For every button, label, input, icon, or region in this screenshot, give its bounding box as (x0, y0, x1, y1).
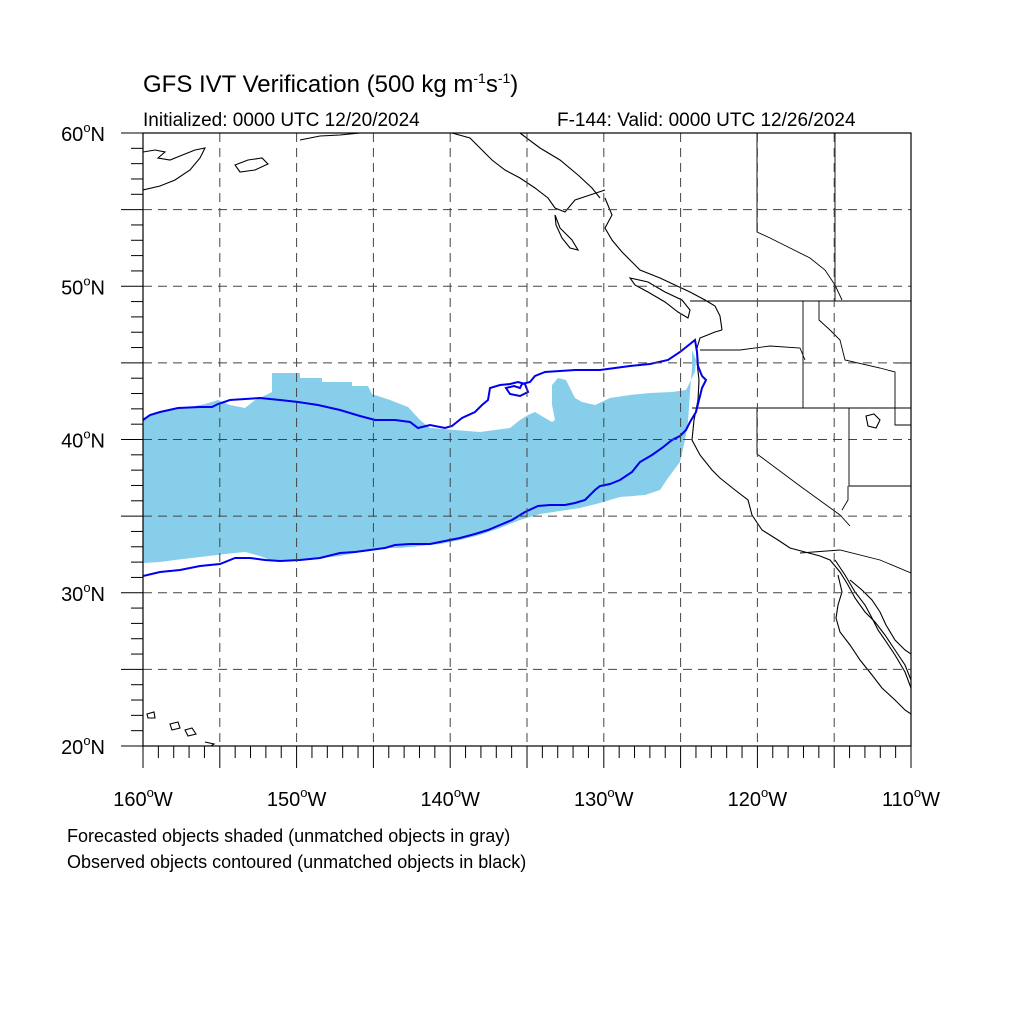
chart-title: GFS IVT Verification (500 kg m-1s-1) (143, 70, 519, 98)
coastlines (143, 133, 911, 746)
lon-label: 110oW (882, 785, 940, 811)
axis-ticks (121, 132, 912, 768)
lat-label: 30oN (61, 580, 105, 606)
lat-label: 60oN (61, 120, 105, 146)
valid-time-label: F-144: Valid: 0000 UTC 12/26/2024 (557, 110, 856, 131)
forecast-ivt-object (143, 350, 696, 563)
observed-ivt-contour (143, 338, 708, 577)
lon-label: 130oW (574, 785, 634, 811)
lon-label: 140oW (420, 785, 480, 811)
observed-legend-note: Observed objects contoured (unmatched ob… (67, 852, 527, 872)
graticule (143, 133, 911, 746)
lat-label: 40oN (61, 427, 105, 453)
lat-axis-labels: 60oN 50oN 40oN 30oN 20oN (61, 120, 105, 759)
init-time-label: Initialized: 0000 UTC 12/20/2024 (143, 110, 420, 131)
lon-label: 160oW (113, 785, 173, 811)
lon-label: 120oW (728, 785, 788, 811)
lat-label: 50oN (61, 273, 105, 299)
forecast-legend-note: Forecasted objects shaded (unmatched obj… (67, 826, 511, 846)
political-borders (690, 133, 911, 574)
lon-axis-labels: 160oW 150oW 140oW 130oW 120oW 110oW (113, 785, 940, 811)
lat-label: 20oN (61, 733, 105, 759)
lon-label: 150oW (267, 785, 327, 811)
